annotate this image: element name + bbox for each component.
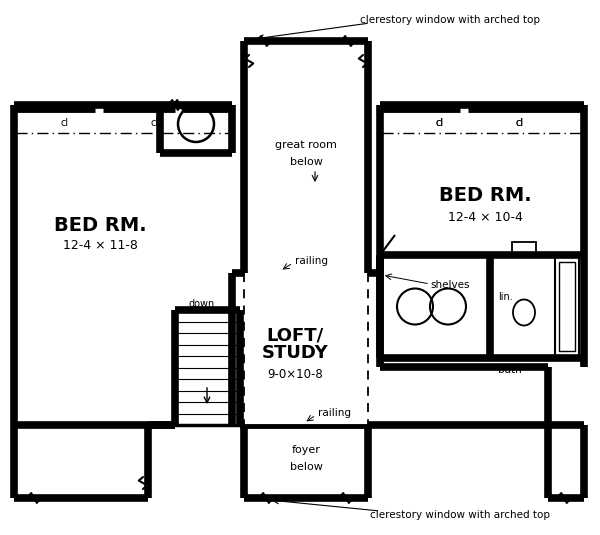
Text: LOFT/: LOFT/: [266, 326, 323, 344]
Text: great room: great room: [275, 140, 337, 150]
Text: BED RM.: BED RM.: [439, 186, 532, 204]
Text: 9-0×10-8: 9-0×10-8: [267, 368, 323, 380]
Text: cl: cl: [516, 118, 524, 128]
Text: down: down: [188, 299, 214, 309]
Text: BED RM.: BED RM.: [53, 216, 146, 234]
Text: STUDY: STUDY: [262, 344, 328, 362]
Text: cl: cl: [151, 118, 159, 128]
Text: cl: cl: [516, 118, 524, 128]
Bar: [559, 262, 575, 351]
Text: cl: cl: [436, 118, 444, 128]
Text: below: below: [290, 462, 322, 472]
Text: 12-4 × 10-4: 12-4 × 10-4: [448, 210, 523, 224]
Text: clerestory window with arched top: clerestory window with arched top: [370, 510, 550, 520]
Text: bath: bath: [498, 365, 522, 375]
Bar: [512, 242, 536, 256]
Text: shelves: shelves: [430, 280, 470, 290]
Text: cl: cl: [61, 118, 69, 128]
Text: 12-4 × 11-8: 12-4 × 11-8: [62, 239, 137, 251]
Text: below: below: [290, 157, 322, 167]
Text: clerestory window with arched top: clerestory window with arched top: [360, 15, 540, 25]
Text: foyer: foyer: [292, 445, 320, 455]
Text: railing: railing: [318, 408, 351, 418]
Text: cl: cl: [436, 118, 444, 128]
Bar: [555, 257, 579, 356]
Text: railing: railing: [295, 256, 328, 266]
Text: lin.: lin.: [498, 292, 513, 302]
